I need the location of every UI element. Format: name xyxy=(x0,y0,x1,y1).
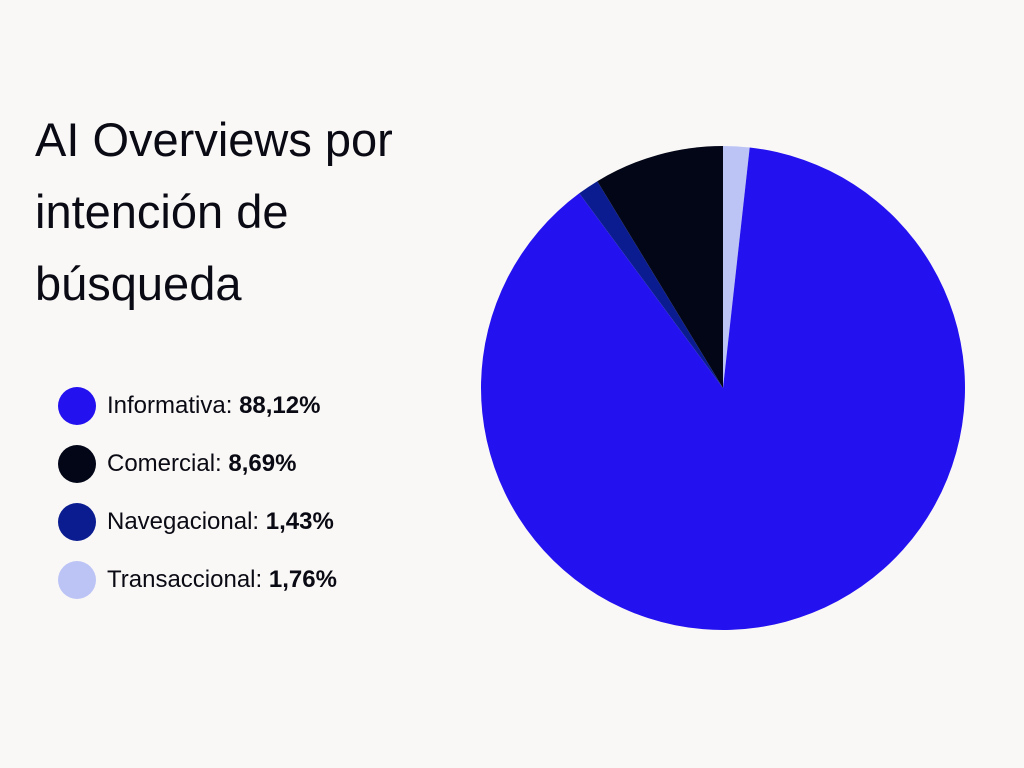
pie-slice-comercial xyxy=(597,146,723,388)
pie-slice-navegacional xyxy=(579,181,723,388)
legend-swatch-informativa xyxy=(58,387,96,425)
legend-value: 1,43% xyxy=(265,508,334,535)
legend-value: 1,76% xyxy=(268,566,337,593)
legend-value: 8,69% xyxy=(228,450,297,477)
legend-item-transaccional: Transaccional: 1,76% xyxy=(58,560,337,600)
legend: Informativa: 88,12% Comercial: 8,69% Nav… xyxy=(58,386,337,618)
legend-text: Transaccional: 1,76% xyxy=(107,566,337,594)
legend-text: Navegacional: 1,43% xyxy=(107,508,334,536)
legend-label: Navegacional: xyxy=(107,508,260,535)
legend-item-informativa: Informativa: 88,12% xyxy=(58,386,337,426)
legend-swatch-transaccional xyxy=(58,561,96,599)
pie-slice-transaccional xyxy=(723,146,750,388)
legend-label: Transaccional: xyxy=(107,566,263,593)
legend-item-comercial: Comercial: 8,69% xyxy=(58,444,337,484)
legend-label: Comercial: xyxy=(107,450,222,477)
legend-label: Informativa: xyxy=(107,392,233,419)
legend-item-navegacional: Navegacional: 1,43% xyxy=(58,502,337,542)
legend-swatch-comercial xyxy=(58,445,96,483)
pie-slice-informativa xyxy=(480,147,965,631)
legend-value: 88,12% xyxy=(239,392,321,419)
legend-swatch-navegacional xyxy=(58,503,96,541)
legend-text: Comercial: 8,69% xyxy=(107,450,296,478)
legend-text: Informativa: 88,12% xyxy=(107,392,320,420)
chart-title: AI Overviews por intención de búsqueda xyxy=(35,113,393,310)
